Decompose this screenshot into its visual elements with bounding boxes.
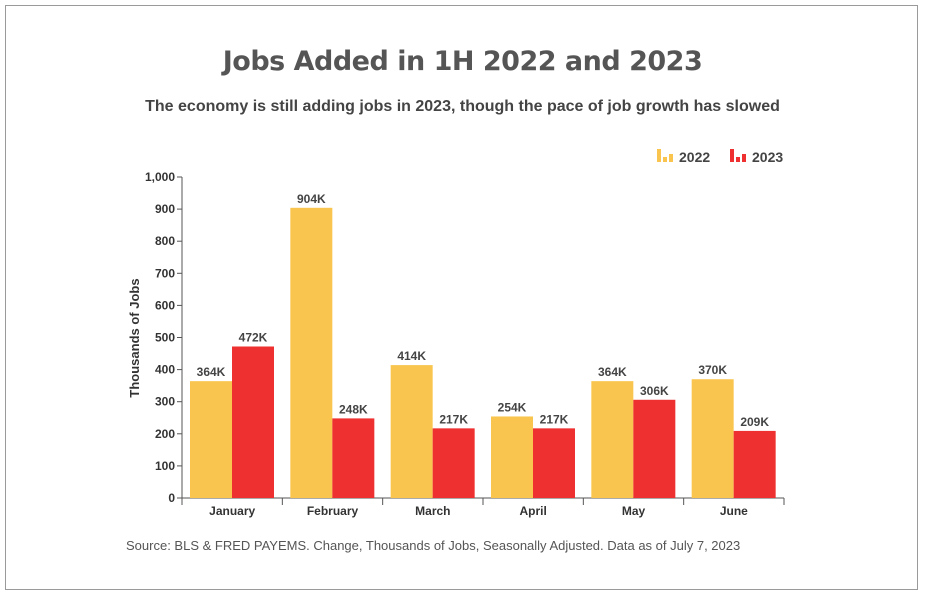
y-axis-label: Thousands of Jobs [127,278,142,397]
bar-2023-march [432,428,475,498]
source-note: Source: BLS & FRED PAYEMS. Change, Thous… [126,538,741,553]
data-label: 414K [397,349,426,363]
legend-label: 2023 [752,149,783,165]
bar-2022-june [691,379,734,498]
data-label: 370K [698,363,727,377]
bars: 364K 904K 414K 254K 364K 370K 472K 248K 217K 217K… [190,192,776,499]
data-label: 217K [540,412,569,426]
y-tick-label: 100 [155,459,175,473]
legend-label: 2022 [679,149,710,165]
x-tick-label: February [307,504,359,518]
chart-title: Jobs Added in 1H 2022 and 2023 [222,46,703,77]
y-tick-label: 300 [155,395,175,409]
axes: 0 100 200 300 400 500 600 700 800 900 1,000 January… [145,170,785,518]
x-tick-label: June [720,504,748,518]
x-tick-label: March [415,504,450,518]
data-label: 904K [297,192,326,206]
bar-2022-january [190,381,232,498]
data-label: 217K [439,412,468,426]
bar-2023-april [533,428,575,498]
bar-2023-june [733,430,776,498]
bar-2023-may [633,399,676,498]
bar-2022-february [290,207,333,499]
data-label: 364K [598,365,627,379]
data-label: 254K [498,400,527,414]
bar-2023-february [332,418,375,498]
y-tick-label: 400 [155,363,175,377]
y-tick-label: 500 [155,331,175,345]
y-tick-label: 1,000 [145,170,175,184]
y-tick-label: 700 [155,266,175,280]
y-tick-label: 600 [155,298,175,312]
data-label: 209K [740,415,769,429]
y-tick-label: 900 [155,202,175,216]
chart-subtitle: The economy is still adding jobs in 2023… [145,98,780,115]
data-label: 306K [640,384,669,398]
data-label: 472K [239,330,268,344]
bar-2022-may [591,381,634,498]
x-tick-label: April [519,504,546,518]
bar-2023-january [232,346,274,498]
data-label: 248K [339,402,368,416]
y-tick-label: 200 [155,427,175,441]
x-tick-label: January [209,504,255,518]
y-tick-label: 0 [168,491,175,505]
bar-2022-april [491,416,533,498]
data-label: 364K [197,365,226,379]
legend-swatch-icon [730,149,746,162]
bar-2022-march [390,365,433,498]
legend-swatch-icon [657,149,673,162]
legend: 2022 2023 [657,149,783,165]
x-tick-label: May [622,504,646,518]
y-tick-label: 800 [155,234,175,248]
